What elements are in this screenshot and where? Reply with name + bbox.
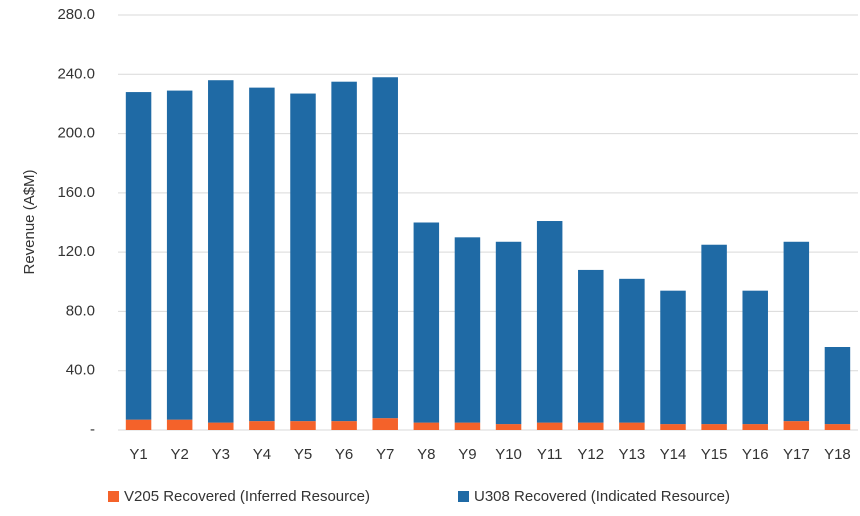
bar-segment bbox=[125, 92, 152, 420]
bar-segment bbox=[783, 421, 810, 430]
bar-segment bbox=[454, 237, 481, 423]
bar-segment bbox=[454, 422, 481, 430]
x-tick-label: Y5 bbox=[294, 446, 312, 463]
bar-segment bbox=[536, 422, 563, 430]
x-tick-label: Y14 bbox=[660, 446, 687, 463]
bar-segment bbox=[536, 221, 563, 423]
x-tick-label: Y18 bbox=[824, 446, 851, 463]
legend-swatch bbox=[458, 491, 469, 502]
bar-segment bbox=[495, 241, 522, 425]
bar-segment bbox=[290, 421, 316, 430]
bar-segment bbox=[701, 424, 727, 430]
bar-segment bbox=[578, 422, 604, 430]
legend-label: U308 Recovered (Indicated Resource) bbox=[474, 488, 730, 505]
bar-segment bbox=[249, 87, 275, 422]
bar-segment bbox=[372, 418, 398, 430]
bar-segment bbox=[413, 222, 440, 423]
legend-swatch bbox=[108, 491, 119, 502]
x-tick-label: Y2 bbox=[170, 446, 188, 463]
bar-segment bbox=[619, 278, 645, 423]
bar-segment bbox=[413, 422, 440, 430]
x-tick-label: Y4 bbox=[253, 446, 271, 463]
bar-segment bbox=[701, 244, 727, 425]
y-tick-label: 120.0 bbox=[57, 243, 95, 260]
bar-segment bbox=[619, 422, 645, 430]
bar-segment bbox=[208, 422, 234, 430]
y-tick-label: 160.0 bbox=[57, 184, 95, 201]
y-tick-label: 80.0 bbox=[66, 302, 95, 319]
bar-segment bbox=[660, 424, 686, 430]
x-tick-label: Y16 bbox=[742, 446, 769, 463]
x-tick-label: Y12 bbox=[577, 446, 604, 463]
x-tick-label: Y10 bbox=[495, 446, 522, 463]
y-axis-label: Revenue (A$M) bbox=[21, 169, 38, 274]
bar-segment bbox=[824, 424, 851, 430]
x-tick-label: Y9 bbox=[458, 446, 476, 463]
legend-label: V205 Recovered (Inferred Resource) bbox=[124, 488, 370, 505]
bar-segment bbox=[290, 93, 316, 422]
bar-segment bbox=[249, 421, 275, 430]
x-tick-label: Y3 bbox=[212, 446, 230, 463]
y-tick-label: 40.0 bbox=[66, 362, 95, 379]
x-tick-label: Y13 bbox=[619, 446, 646, 463]
bar-segment bbox=[166, 419, 193, 430]
bar-segment bbox=[372, 77, 398, 419]
x-tick-label: Y11 bbox=[537, 446, 563, 463]
x-tick-label: Y1 bbox=[129, 446, 147, 463]
x-tick-label: Y6 bbox=[335, 446, 353, 463]
bar-segment bbox=[578, 269, 604, 423]
bar-segment bbox=[742, 424, 768, 430]
bar-segment bbox=[208, 80, 234, 423]
bar-segment bbox=[660, 290, 686, 425]
bar-segment bbox=[166, 90, 193, 420]
x-tick-label: Y8 bbox=[417, 446, 435, 463]
y-tick-label: - bbox=[90, 421, 95, 438]
bar-segment bbox=[331, 81, 357, 422]
y-tick-label: 200.0 bbox=[57, 125, 95, 142]
bar-segment bbox=[331, 421, 357, 430]
x-tick-label: Y7 bbox=[376, 446, 394, 463]
bar-segment bbox=[824, 347, 851, 425]
bar-segment bbox=[742, 290, 768, 425]
y-tick-label: 280.0 bbox=[57, 6, 95, 23]
x-tick-label: Y15 bbox=[701, 446, 728, 463]
bar-segment bbox=[783, 241, 810, 422]
bar-segment bbox=[495, 424, 522, 430]
bar-segment bbox=[125, 419, 152, 430]
y-tick-label: 240.0 bbox=[57, 65, 95, 82]
x-tick-label: Y17 bbox=[783, 446, 810, 463]
